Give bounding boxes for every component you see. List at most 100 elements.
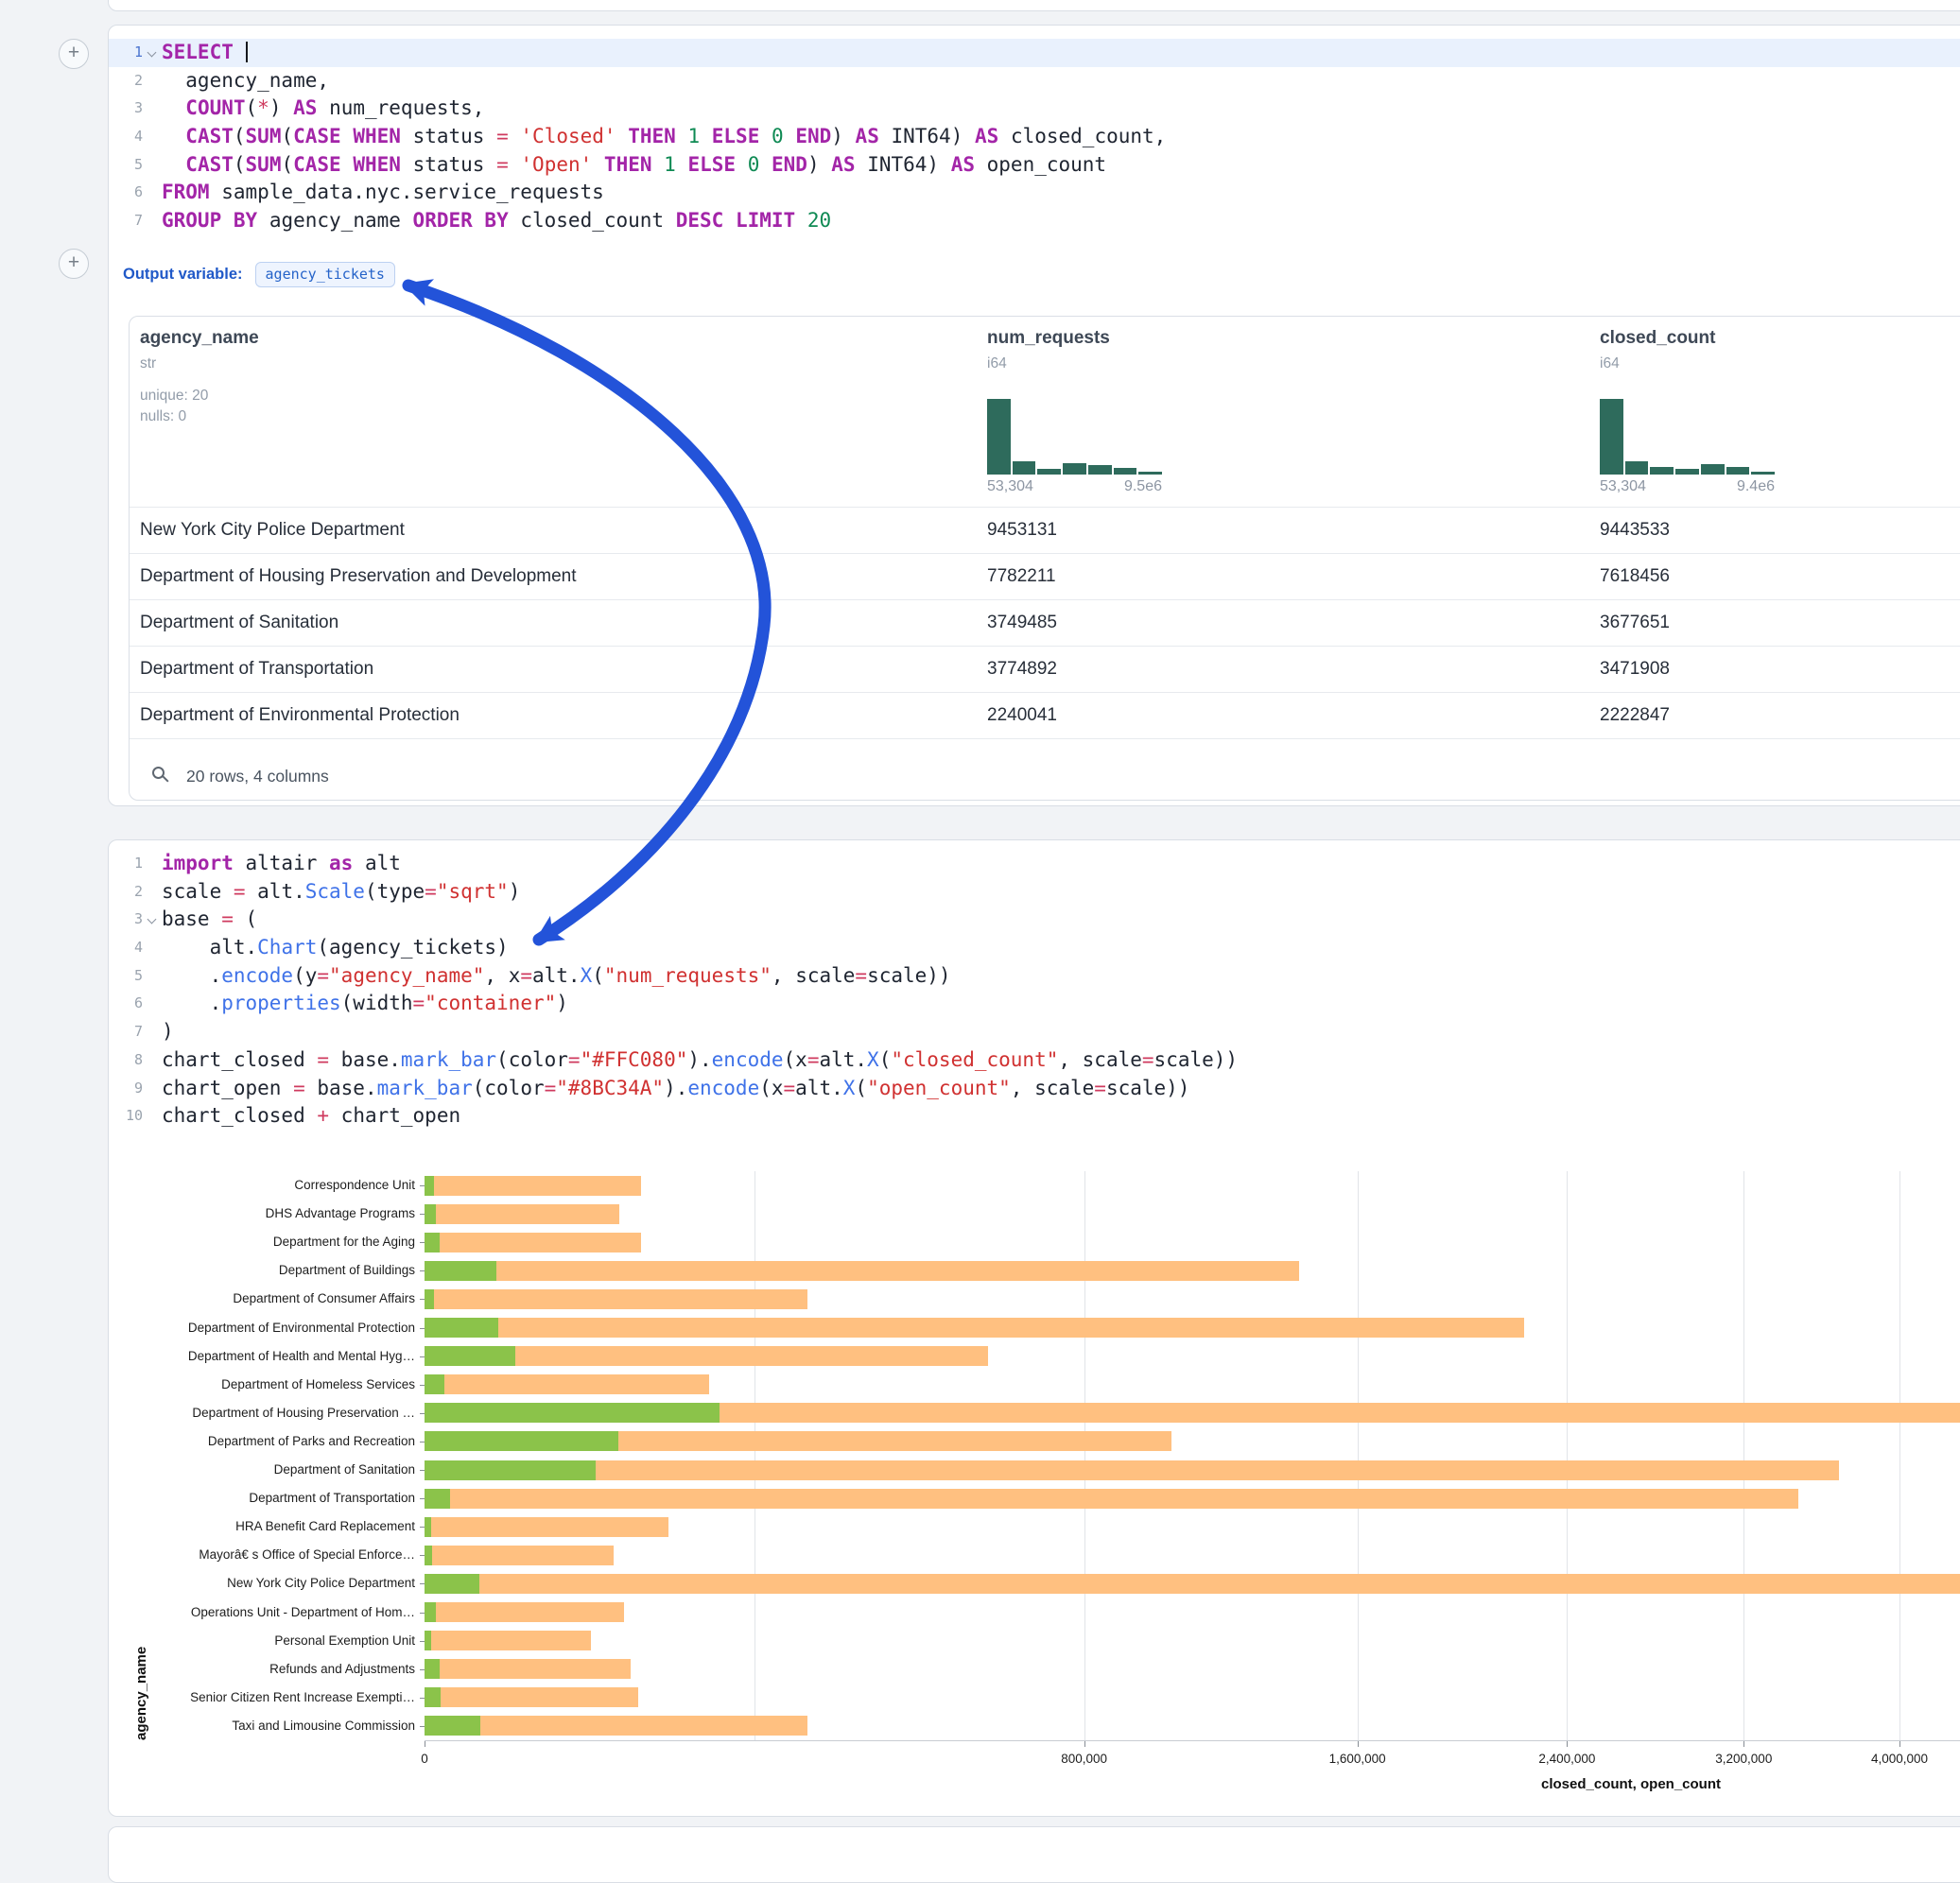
histogram-bar <box>987 399 1011 475</box>
token: GROUP <box>162 209 221 232</box>
token: 'Closed' <box>520 125 616 147</box>
bar-closed <box>425 1289 807 1309</box>
python-editor[interactable]: 1import altair as alt2scale = alt.Scale(… <box>109 850 1960 1131</box>
code-line[interactable]: 9chart_open = base.mark_bar(color="#8BC3… <box>109 1075 1960 1103</box>
token: "container" <box>425 992 556 1014</box>
histogram-bar <box>1037 469 1061 475</box>
next-cell-edge <box>108 1826 1960 1883</box>
fold-chevron-icon[interactable] <box>147 915 157 924</box>
code-line[interactable]: 5 .encode(y="agency_name", x=alt.X("num_… <box>109 962 1960 991</box>
line-number: 6 <box>109 990 143 1018</box>
token: encode <box>687 1077 759 1099</box>
bar-open <box>425 1318 498 1338</box>
code-line[interactable]: 6FROM sample_data.nyc.service_requests <box>109 179 1960 207</box>
token: SUM <box>246 153 282 176</box>
token: = <box>1094 1077 1106 1099</box>
code-line[interactable]: 4 alt.Chart(agency_tickets) <box>109 934 1960 962</box>
token: ( <box>879 1048 892 1071</box>
add-cell-button[interactable]: + <box>59 249 89 279</box>
gridline <box>1743 1171 1744 1740</box>
histogram <box>1600 399 1775 475</box>
histogram-bar <box>1625 461 1649 475</box>
token <box>221 209 234 232</box>
code-text: chart_closed = base.mark_bar(color="#FFC… <box>162 1046 1238 1075</box>
sql-editor[interactable]: 1SELECT 2 agency_name,3 COUNT(*) AS num_… <box>109 39 1960 235</box>
code-line[interactable]: 1SELECT <box>109 39 1960 67</box>
histogram-bar <box>1600 399 1623 475</box>
code-line[interactable]: 10chart_closed + chart_open <box>109 1102 1960 1131</box>
code-line[interactable]: 6 .properties(width="container") <box>109 990 1960 1018</box>
token <box>759 153 772 176</box>
code-text: SELECT <box>162 39 248 67</box>
token: = <box>520 964 532 987</box>
histogram-bar <box>1063 463 1086 475</box>
token: 'Open' <box>520 153 592 176</box>
bar-open <box>425 1546 432 1565</box>
table-cell: 2222847 <box>1600 693 1670 738</box>
y-axis-label: Department of Transportation <box>109 1491 415 1506</box>
bar-closed <box>425 1374 709 1394</box>
token: X <box>581 964 593 987</box>
histogram-bar <box>1751 472 1775 475</box>
token: (x <box>759 1077 783 1099</box>
token: alt <box>353 852 401 874</box>
gridline <box>1567 1171 1568 1740</box>
token: CASE <box>293 125 341 147</box>
token <box>162 153 185 176</box>
table-cell: 7618456 <box>1600 554 1670 599</box>
histogram-max: 9.5e6 <box>1124 478 1162 495</box>
token: agency_name <box>257 209 412 232</box>
code-line[interactable]: 8chart_closed = base.mark_bar(color="#FF… <box>109 1046 1960 1075</box>
x-axis-tick <box>1567 1741 1568 1747</box>
token: X <box>843 1077 856 1099</box>
bar-open <box>425 1631 431 1650</box>
token <box>795 209 807 232</box>
x-axis-label: 1,600,000 <box>1292 1752 1424 1766</box>
code-text: FROM sample_data.nyc.service_requests <box>162 179 604 207</box>
token: chart_closed <box>162 1104 317 1127</box>
code-text: ) <box>162 1018 174 1046</box>
code-line[interactable]: 3base = ( <box>109 906 1960 934</box>
code-line[interactable]: 3 COUNT(*) AS num_requests, <box>109 95 1960 123</box>
bar-closed <box>425 1489 1798 1509</box>
code-line[interactable]: 4 CAST(SUM(CASE WHEN status = 'Closed' T… <box>109 123 1960 151</box>
token: AS <box>831 153 855 176</box>
token: chart_open <box>162 1077 293 1099</box>
bar-open <box>425 1431 618 1451</box>
token <box>676 125 688 147</box>
token: . <box>162 964 221 987</box>
histogram-range: 53,3049.4e6 <box>1600 478 1775 495</box>
table-cell: 2240041 <box>987 693 1057 738</box>
token: "closed_count" <box>891 1048 1058 1071</box>
token <box>473 209 485 232</box>
code-line[interactable]: 7) <box>109 1018 1960 1046</box>
x-axis-tick <box>1084 1741 1085 1747</box>
table-cell: 9443533 <box>1600 508 1670 553</box>
output-variable-badge[interactable]: agency_tickets <box>255 262 395 287</box>
histogram-min: 53,304 <box>987 478 1033 495</box>
search-icon[interactable] <box>152 767 165 779</box>
bar-closed <box>425 1460 1839 1480</box>
code-line[interactable]: 7GROUP BY agency_name ORDER BY closed_co… <box>109 207 1960 235</box>
code-line[interactable]: 2scale = alt.Scale(type="sqrt") <box>109 878 1960 907</box>
code-text: CAST(SUM(CASE WHEN status = 'Closed' THE… <box>162 123 1166 151</box>
code-line[interactable]: 2 agency_name, <box>109 67 1960 95</box>
token: BY <box>234 209 257 232</box>
bar-closed <box>425 1204 619 1224</box>
code-line[interactable]: 1import altair as alt <box>109 850 1960 878</box>
token <box>509 125 521 147</box>
fold-chevron-icon[interactable] <box>147 48 157 58</box>
histogram-bar <box>1650 467 1674 475</box>
token: = <box>568 1048 581 1071</box>
token: END <box>772 153 807 176</box>
add-cell-button[interactable]: + <box>59 39 89 69</box>
token: ELSE <box>712 125 760 147</box>
bar-open <box>425 1289 434 1309</box>
histogram-bar <box>1675 469 1699 475</box>
token: "#8BC34A" <box>556 1077 664 1099</box>
code-line[interactable]: 5 CAST(SUM(CASE WHEN status = 'Open' THE… <box>109 151 1960 180</box>
token: scale)) <box>1154 1048 1239 1071</box>
dataframe-shape-text: 20 rows, 4 columns <box>186 751 329 801</box>
token: = <box>317 1048 329 1071</box>
token: (color <box>496 1048 568 1071</box>
